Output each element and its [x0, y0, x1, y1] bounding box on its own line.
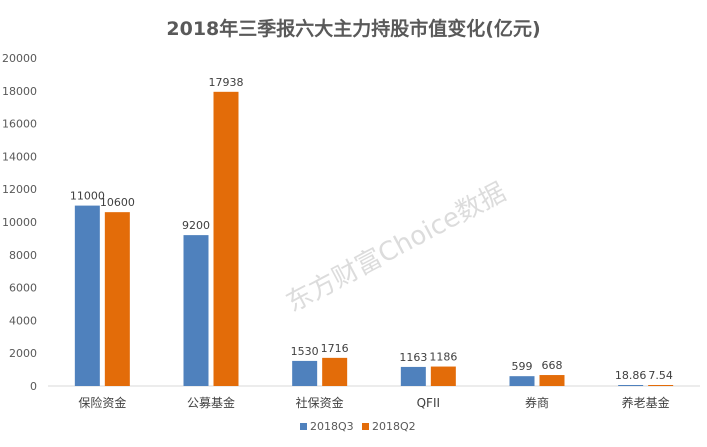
- bar-2018Q2: [648, 385, 674, 386]
- data-label: 9200: [182, 219, 210, 232]
- y-tick-label: 16000: [2, 118, 37, 131]
- bar-2018Q2: [430, 366, 456, 386]
- bar-2018Q3: [509, 376, 535, 386]
- y-tick-label: 2000: [9, 347, 37, 360]
- bar-2018Q2: [104, 212, 130, 386]
- y-tick-label: 10000: [2, 216, 37, 229]
- y-tick-label: 4000: [9, 314, 37, 327]
- y-tick-label: 20000: [2, 52, 37, 65]
- data-label: 18.86: [615, 369, 647, 382]
- data-label: 1530: [291, 345, 319, 358]
- category-label: 公募基金: [187, 395, 235, 410]
- data-label: 17938: [209, 76, 244, 89]
- data-label: 1716: [321, 342, 349, 355]
- y-tick-label: 0: [30, 380, 37, 393]
- y-tick-label: 8000: [9, 249, 37, 262]
- y-tick-label: 12000: [2, 183, 37, 196]
- bar-2018Q2: [213, 91, 239, 386]
- bar-2018Q3: [618, 385, 644, 386]
- legend-swatch: [300, 423, 307, 430]
- bar-2018Q3: [183, 235, 209, 386]
- legend-label: 2018Q3: [310, 420, 354, 433]
- category-label: 保险资金: [78, 395, 126, 410]
- data-label: 599: [512, 360, 533, 373]
- y-tick-label: 14000: [2, 150, 37, 163]
- y-tick-label: 18000: [2, 85, 37, 98]
- watermark-text: 东方财富Choice数据: [281, 177, 511, 318]
- y-tick-label: 6000: [9, 282, 37, 295]
- chart-title: 2018年三季报六大主力持股市值变化(亿元): [166, 18, 541, 40]
- bar-2018Q2: [322, 357, 348, 386]
- bar-2018Q3: [400, 366, 426, 386]
- legend-swatch: [362, 423, 369, 430]
- category-label: 社保资金: [296, 395, 344, 410]
- data-label: 1163: [399, 351, 427, 364]
- legend-label: 2018Q2: [372, 420, 416, 433]
- data-label: 668: [542, 359, 563, 372]
- bar-2018Q3: [74, 205, 100, 386]
- data-label: 11000: [70, 190, 105, 203]
- category-label: 券商: [525, 395, 549, 410]
- category-label: QFII: [417, 396, 440, 410]
- data-label: 10600: [100, 196, 135, 209]
- data-label: 1186: [429, 351, 457, 364]
- bar-2018Q3: [292, 360, 318, 386]
- category-label: 养老基金: [622, 395, 670, 410]
- bar-2018Q2: [539, 375, 565, 386]
- data-label: 7.54: [648, 369, 673, 382]
